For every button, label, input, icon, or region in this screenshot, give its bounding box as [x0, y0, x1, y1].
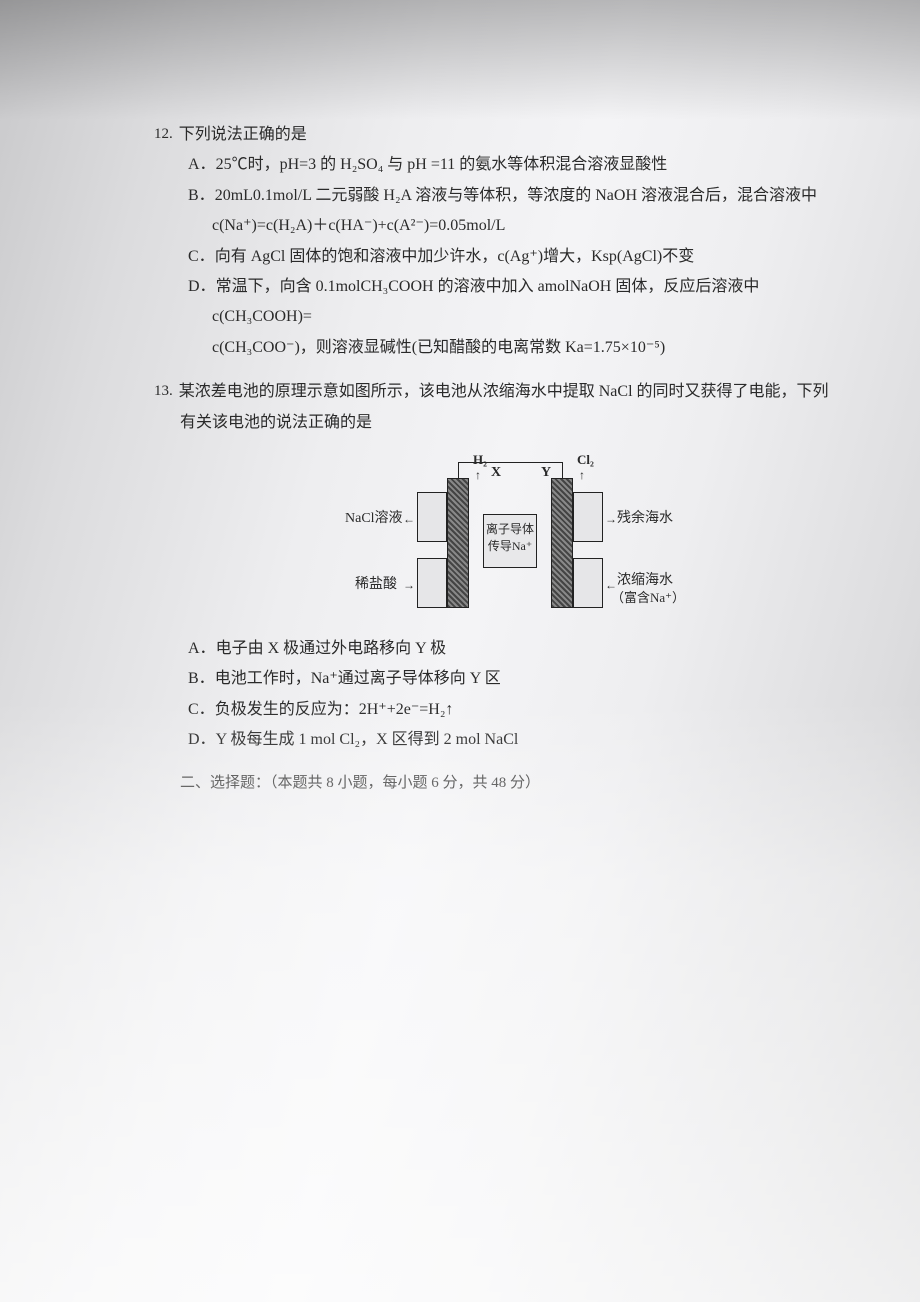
electrode-x: [447, 478, 469, 608]
electrode-x-label: X: [491, 460, 501, 487]
q13-header: 13. 某浓差电池的原理示意如图所示，该电池从浓缩海水中提取 NaCl 的同时又…: [180, 377, 860, 407]
page-content: 12. 下列说法正确的是 A．25℃时，pH=3 的 H₂SO₄ 与 pH =1…: [0, 0, 920, 798]
option-letter: C．: [188, 701, 215, 718]
q12-header: 12. 下列说法正确的是: [180, 120, 860, 150]
question-13: 13. 某浓差电池的原理示意如图所示，该电池从浓缩海水中提取 NaCl 的同时又…: [180, 377, 860, 755]
q12-option-b: B．20mL0.1mol/L 二元弱酸 H₂A 溶液与等体积，等浓度的 NaOH…: [188, 181, 860, 211]
q13-option-d: D．Y 极每生成 1 mol Cl₂，X 区得到 2 mol NaCl: [188, 725, 860, 755]
tank-top-left: [417, 492, 447, 542]
option-letter: B．: [188, 187, 215, 204]
option-letter: C．: [188, 248, 215, 265]
q12-c-text: 向有 AgCl 固体的饱和溶液中加少许水，c(Ag⁺)增大，Ksp(AgCl)不…: [215, 248, 695, 265]
wire-left: [458, 462, 459, 478]
tank-top-right: [573, 492, 603, 542]
membrane-line1: 离子导体: [484, 521, 536, 538]
q13-d-text: Y 极每生成 1 mol Cl₂，X 区得到 2 mol NaCl: [216, 731, 519, 748]
question-12: 12. 下列说法正确的是 A．25℃时，pH=3 的 H₂SO₄ 与 pH =1…: [180, 120, 860, 363]
arrow-up-icon: ↑: [579, 464, 585, 487]
q12-option-a: A．25℃时，pH=3 的 H₂SO₄ 与 pH =11 的氨水等体积混合溶液显…: [188, 150, 860, 180]
q12-d-subtext: c(CH₃COO⁻)，则溶液显碱性(已知醋酸的电离常数 Ka=1.75×10⁻⁵…: [180, 333, 860, 363]
flow-hcl-in: 稀盐酸: [355, 572, 397, 599]
q13-number: 13.: [154, 377, 173, 406]
q12-b-text: 20mL0.1mol/L 二元弱酸 H₂A 溶液与等体积，等浓度的 NaOH 溶…: [215, 187, 817, 204]
q12-number: 12.: [154, 120, 173, 149]
q13-stem2: 有关该电池的说法正确的是: [180, 408, 860, 438]
flow-seawater-note: （富含Na⁺）: [611, 586, 685, 611]
q13-option-c: C．负极发生的反应为：2H⁺+2e⁻=H₂↑: [188, 695, 860, 725]
tank-bottom-left: [417, 558, 447, 608]
option-letter: A．: [188, 156, 216, 173]
electrode-y-label: Y: [541, 460, 551, 487]
diagram-container: H₂ Cl₂ ↑ ↑ X Y 离子导体 传导Na⁺ NaCl溶液 ← 残余海水: [180, 450, 860, 620]
arrow-icon: ←: [403, 508, 415, 531]
q12-a-text: 25℃时，pH=3 的 H₂SO₄ 与 pH =11 的氨水等体积混合溶液显酸性: [216, 156, 668, 173]
concentration-cell-diagram: H₂ Cl₂ ↑ ↑ X Y 离子导体 传导Na⁺ NaCl溶液 ← 残余海水: [355, 450, 685, 620]
q13-option-b: B．电池工作时，Na⁺通过离子导体移向 Y 区: [188, 664, 860, 694]
q12-b-subtext: c(Na⁺)=c(H₂A)＋c(HA⁻)+c(A²⁻)=0.05mol/L: [180, 211, 860, 241]
flow-residual-out: 残余海水: [617, 506, 673, 533]
option-letter: B．: [188, 670, 215, 687]
option-letter: A．: [188, 640, 216, 657]
option-letter: D．: [188, 731, 216, 748]
electrode-y: [551, 478, 573, 608]
option-letter: D．: [188, 278, 216, 295]
membrane-line2: 传导Na⁺: [484, 538, 536, 555]
arrow-icon: →: [605, 508, 617, 531]
flow-nacl-out: NaCl溶液: [345, 506, 403, 533]
q12-option-c: C．向有 AgCl 固体的饱和溶液中加少许水，c(Ag⁺)增大，Ksp(AgCl…: [188, 242, 860, 272]
q13-c-text: 负极发生的反应为：2H⁺+2e⁻=H₂↑: [215, 701, 454, 718]
arrow-icon: →: [403, 574, 415, 597]
ion-conductor-box: 离子导体 传导Na⁺: [483, 514, 537, 568]
q12-d-text: 常温下，向含 0.1molCH₃COOH 的溶液中加入 amolNaOH 固体，…: [212, 278, 759, 325]
q13-a-text: 电子由 X 极通过外电路移向 Y 极: [216, 640, 447, 657]
q13-option-a: A．电子由 X 极通过外电路移向 Y 极: [188, 634, 860, 664]
q12-stem: 下列说法正确的是: [179, 120, 860, 150]
arrow-icon: ←: [605, 574, 617, 597]
section-footer: 二、选择题：（本题共 8 小题，每小题 6 分，共 48 分）: [180, 769, 860, 798]
q12-option-d: D．常温下，向含 0.1molCH₃COOH 的溶液中加入 amolNaOH 固…: [188, 272, 860, 333]
wire-right: [562, 462, 563, 478]
q13-b-text: 电池工作时，Na⁺通过离子导体移向 Y 区: [215, 670, 501, 687]
arrow-up-icon: ↑: [475, 464, 481, 487]
q13-stem1: 某浓差电池的原理示意如图所示，该电池从浓缩海水中提取 NaCl 的同时又获得了电…: [179, 377, 860, 407]
tank-bottom-right: [573, 558, 603, 608]
